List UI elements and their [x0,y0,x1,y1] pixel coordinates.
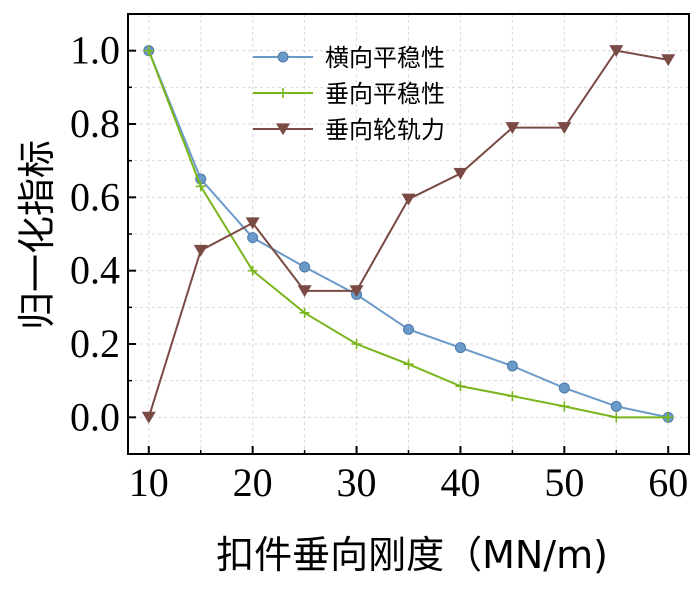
y-tick-label: 0.4 [70,248,120,293]
x-tick-label: 50 [544,460,584,505]
series-3-point [505,122,520,134]
series-1-point [454,342,466,354]
series-3-point [661,54,676,67]
series-3-point [193,244,208,257]
y-tick-label: 0.8 [70,101,120,146]
legend-label: 垂向轮轨力 [325,116,445,144]
series-1-point [299,261,311,273]
series-2-point [663,412,674,423]
series-3-point [453,167,468,180]
series-2-point [195,181,206,192]
axis-ticks: 10 20 30 40 50 60 0.0 0.2 0.4 0.6 0.8 1.0 [70,13,688,505]
series-1-point [403,323,414,335]
series-3-point [297,285,312,298]
series-3-point [349,285,364,298]
series-layer [141,45,676,424]
series-2-point [455,381,466,392]
x-axis-title: 扣件垂向刚度（MN/m) [216,533,608,577]
series-2-point [507,391,518,402]
x-tick-label: 20 [233,460,273,505]
series-2-point [403,359,414,370]
legend-marker [278,88,288,98]
series-3-point [557,122,572,134]
x-tick-label: 10 [129,460,169,505]
x-tick-label: 30 [337,460,377,505]
series-3-point [401,193,416,206]
x-tick-label: 40 [440,460,480,505]
legend-label: 横向平稳性 [325,44,445,72]
y-tick-label: 0.2 [70,321,120,366]
legend-marker [277,51,289,63]
series-3-point [609,45,624,57]
series-1-point [610,400,622,412]
legend-marker [276,123,290,136]
series-3-point [141,411,156,424]
legend-label: 垂向平稳性 [325,80,445,108]
series-2-point [143,45,154,56]
series-1-point [558,382,570,394]
series-3-point [245,217,260,230]
y-tick-label: 0.6 [70,174,120,219]
series-2-point [351,339,362,349]
series-2-point [611,412,622,423]
series-1-point [506,360,518,372]
series-2-point [299,307,310,318]
y-axis-title: 归一化指标 [15,140,59,330]
series-2-point [559,401,570,412]
series-2-point [247,265,258,276]
y-tick-label: 1.0 [70,28,120,73]
grid [128,13,689,455]
series-1-point [247,232,259,244]
y-tick-label: 0.0 [70,394,120,439]
x-tick-label: 60 [648,460,688,505]
